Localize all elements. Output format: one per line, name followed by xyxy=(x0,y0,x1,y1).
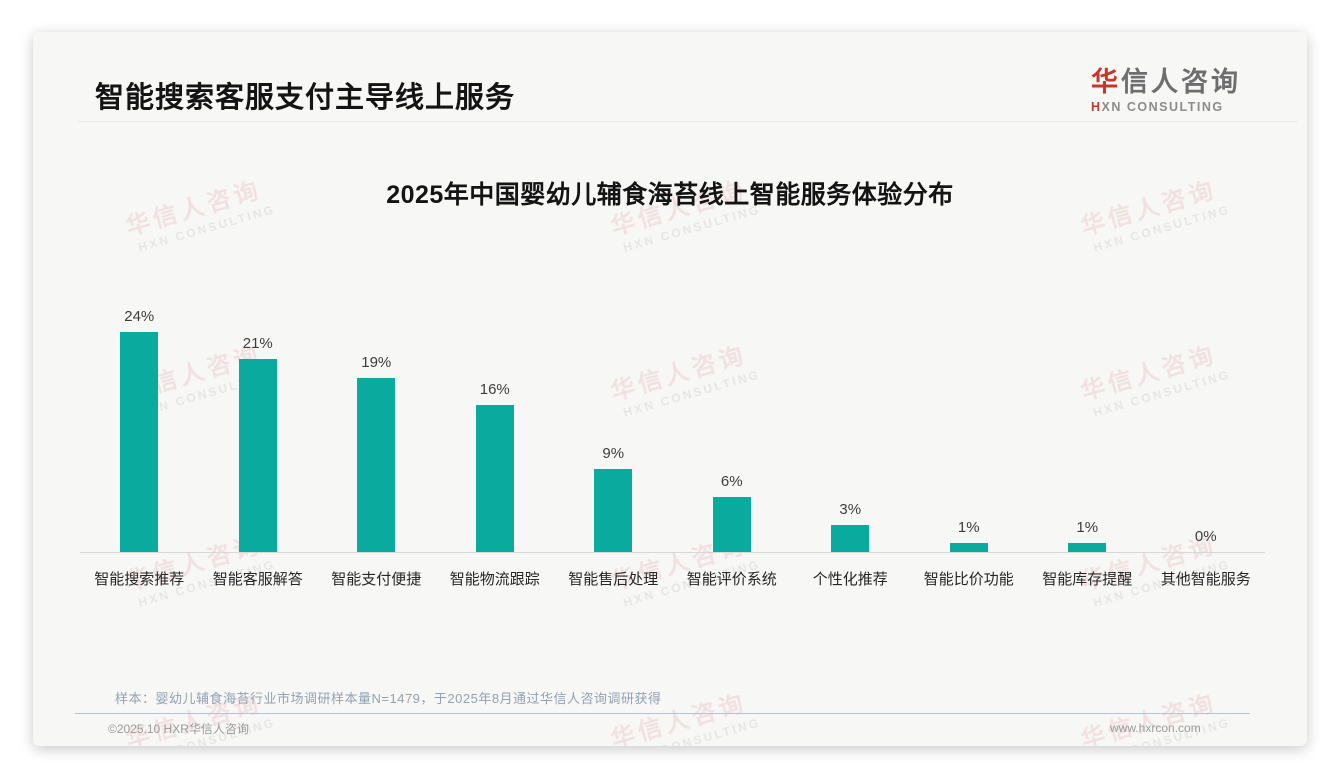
category-label: 智能售后处理 xyxy=(568,571,659,588)
brand-logo-zh: 华信人咨询 xyxy=(1091,60,1241,99)
brand-logo: 华信人咨询 HXN CONSULTING xyxy=(1091,60,1241,114)
category-label: 智能搜索推荐 xyxy=(94,571,185,588)
bar xyxy=(475,405,514,552)
bar-column: 9% xyxy=(554,308,673,552)
bar xyxy=(831,524,870,552)
bar xyxy=(120,332,159,552)
brand-logo-en-accent: H xyxy=(1091,100,1102,114)
category-label: 智能比价功能 xyxy=(923,571,1014,588)
bar-value-label: 1% xyxy=(957,518,980,536)
website-url: www.hxrcon.com xyxy=(1110,721,1201,735)
bar-value-label: 6% xyxy=(720,472,743,490)
bar-value-label: 1% xyxy=(1076,518,1099,536)
sample-note: 样本：婴幼儿辅食海苔行业市场调研样本量N=1479，于2025年8月通过华信人咨… xyxy=(115,691,662,706)
bar-value-label: 24% xyxy=(124,308,155,325)
bar-value-label: 19% xyxy=(361,353,392,371)
category-label: 智能客服解答 xyxy=(212,571,303,588)
bar-column: 6% xyxy=(673,308,792,552)
bar-value-label: 0% xyxy=(1194,528,1217,545)
category-axis: 智能搜索推荐 智能客服解答 智能支付便捷 智能物流跟踪 智能售后处理 智能评价系统 个性化推… xyxy=(80,568,1265,589)
category-label: 智能支付便捷 xyxy=(331,571,422,588)
bar xyxy=(949,542,988,552)
category-label: 智能物流跟踪 xyxy=(449,571,540,588)
bar-column: 21% xyxy=(199,308,318,552)
bar xyxy=(712,496,751,552)
copyright-text: ©2025.10 HXR华信人咨询 xyxy=(108,722,249,736)
chart-title: 2025年中国婴幼儿辅食海苔线上智能服务体验分布 xyxy=(386,181,954,209)
category-label: 智能库存提醒 xyxy=(1042,571,1133,588)
bar-column: 1% xyxy=(910,308,1029,552)
category-label: 智能评价系统 xyxy=(686,571,777,588)
category-label: 其他智能服务 xyxy=(1160,571,1251,588)
bar xyxy=(357,377,396,552)
brand-logo-zh-accent: 华 xyxy=(1091,67,1121,97)
bar-column: 16% xyxy=(436,308,555,552)
bar-value-label: 16% xyxy=(479,381,510,399)
bar-value-label: 21% xyxy=(242,335,273,353)
bar-value-label: 3% xyxy=(839,500,862,518)
bar-column: 3% xyxy=(791,308,910,552)
brand-logo-zh-rest: 信人咨询 xyxy=(1121,67,1241,97)
bar-column: 19% xyxy=(317,308,436,552)
brand-logo-en: HXN CONSULTING xyxy=(1091,100,1241,114)
brand-logo-en-rest: XN CONSULTING xyxy=(1101,100,1224,114)
bar-plot: 24% 21% 19% 16% 9% 6% 3% 1% 1% 0% xyxy=(80,308,1265,553)
footer-divider xyxy=(75,713,1250,714)
bar-column: 24% xyxy=(80,308,199,552)
bar xyxy=(238,359,277,552)
bar xyxy=(1068,542,1107,552)
header-divider xyxy=(78,121,1297,122)
bar-value-label: 9% xyxy=(602,445,625,463)
bar-column: 0% xyxy=(1147,308,1266,552)
report-card: 华信人咨询 HXN CONSULTING 华信人咨询 HXN CONSULTING 华信… xyxy=(33,32,1307,746)
page-title: 智能搜索客服支付主导线上服务 xyxy=(95,82,516,114)
bar-column: 1% xyxy=(1028,308,1147,552)
category-label: 个性化推荐 xyxy=(812,571,888,588)
bar xyxy=(594,469,633,552)
